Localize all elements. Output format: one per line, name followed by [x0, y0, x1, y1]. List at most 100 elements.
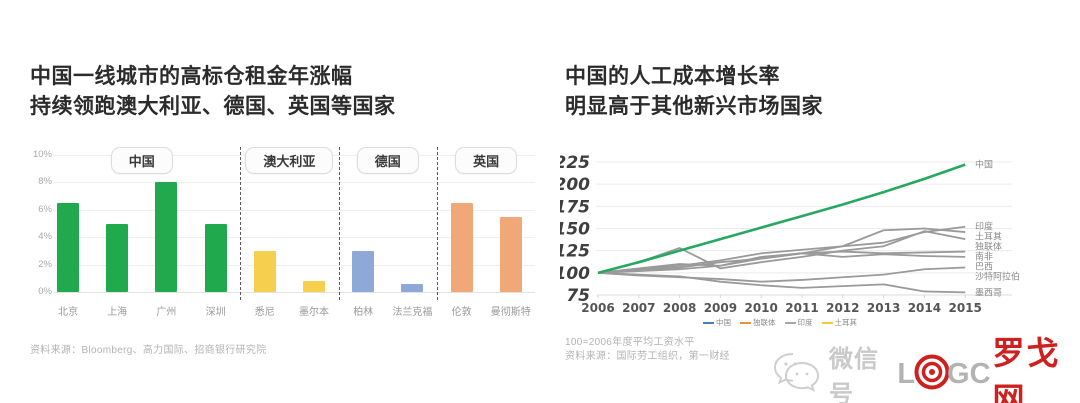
- y-tick-label: 100: [560, 264, 590, 284]
- legend-swatch: [740, 321, 751, 324]
- legend-label: 中国: [716, 318, 731, 327]
- x-axis-label: 2010: [744, 301, 777, 315]
- series-end-label: 沙特阿拉伯: [975, 271, 1020, 282]
- bar: [303, 281, 325, 292]
- legend-label: 独联体: [753, 318, 776, 327]
- legend-item: 土耳其: [821, 317, 858, 328]
- series-end-label: 土耳其: [975, 231, 1002, 242]
- bar: [57, 202, 79, 292]
- bar: [106, 223, 129, 292]
- x-axis-label: 2014: [908, 301, 941, 315]
- series-line-墨西哥: [597, 271, 966, 294]
- legend-swatch: [784, 321, 796, 324]
- x-axis-label: 深圳: [205, 307, 226, 318]
- x-axis-label: 上海: [107, 307, 128, 318]
- group-separator: [338, 147, 340, 300]
- x-axis-label: 2009: [704, 301, 737, 315]
- bar: [155, 182, 178, 292]
- y-tick-label: 6%: [38, 203, 52, 215]
- series-line-巴西: [597, 252, 966, 274]
- labor-chart-title-line2: 明显高于其他新兴市场国家: [565, 95, 823, 118]
- group-separator: [437, 147, 438, 300]
- bar: [352, 250, 375, 292]
- series-end-label: 南非: [975, 251, 993, 262]
- y-tick-label: 10%: [32, 149, 52, 160]
- legend-swatch: [703, 321, 714, 324]
- legend-label: 印度: [797, 318, 813, 327]
- wechat-account-label: 微信号: [829, 346, 879, 403]
- grid-line: [54, 209, 535, 211]
- brand-name: 罗戈网: [992, 335, 1061, 403]
- legend-label: 土耳其: [834, 318, 858, 327]
- x-axis-label: 悉尼: [254, 307, 275, 318]
- x-axis-label: 柏林: [353, 307, 374, 318]
- series-line-印度: [597, 225, 966, 274]
- x-axis-label: 2013: [867, 301, 900, 315]
- x-axis-label: 2012: [826, 301, 859, 315]
- x-axis-label: 曼彻斯特: [490, 307, 531, 318]
- x-axis-label: 广州: [156, 307, 177, 318]
- rent-chart-source: 资料来源：Bloomberg、高力国际、招商银行研究院: [30, 345, 267, 356]
- legend-item: 中国: [703, 317, 731, 328]
- bar: [499, 216, 522, 292]
- rent-bar-chart: 10% 8% 6% 4% 2% 0% 北京 上海 广州 深圳 悉尼 墨尔本 柏林 法兰克福 伦敦 曼彻斯特 中国…: [28, 147, 535, 330]
- series-end-label: 中国: [975, 159, 993, 170]
- y-tick-label: 0%: [38, 286, 52, 297]
- line-chart-svg: 225200175 150125100752006 2007 2008 2009 2010…: [555, 153, 1021, 315]
- group-badge: 德国: [356, 147, 419, 174]
- legend-item: 印度: [784, 317, 813, 328]
- series-end-label: 印度: [975, 221, 993, 232]
- series-end-label: 墨西哥: [975, 287, 1002, 297]
- grid-line: [54, 292, 535, 293]
- y-tick-label: 175: [560, 197, 590, 217]
- x-axis-label: 2011: [785, 301, 818, 315]
- y-tick-label: 225: [560, 153, 590, 173]
- legend-swatch: [821, 321, 833, 324]
- watermark: 微信号 L GC 罗戈网: [773, 328, 1080, 403]
- rent-chart-title-line1: 中国一线城市的高标仓租金年涨幅: [30, 65, 353, 88]
- group-badge: 中国: [110, 147, 173, 174]
- rent-chart-title: 中国一线城市的高标仓租金年涨幅 持续领跑澳大利亚、德国、英国等国家: [30, 62, 396, 122]
- y-tick-label: 8%: [38, 176, 52, 188]
- x-axis-label: 墨尔本: [299, 307, 329, 318]
- group-badge: 澳大利亚: [245, 147, 334, 174]
- labor-line-chart: 225200175 150125100752006 2007 2008 2009 2010…: [555, 150, 1080, 328]
- bullseye-icon: [913, 353, 951, 396]
- group-separator: [240, 147, 242, 300]
- series-line-中国: [597, 163, 966, 275]
- x-axis-label: 法兰克福: [392, 307, 433, 318]
- labor-chart-title-line1: 中国的人工成本增长率: [565, 65, 780, 88]
- legend-item: 独联体: [740, 317, 776, 328]
- x-axis-label: 2008: [663, 301, 696, 315]
- y-tick-label: 125: [560, 242, 590, 262]
- x-axis-label: 2007: [622, 301, 655, 315]
- labor-chart-title: 中国的人工成本增长率 明显高于其他新兴市场国家: [565, 62, 823, 122]
- grid-line: [54, 182, 535, 184]
- series-end-label: 独联体: [975, 241, 1002, 252]
- y-tick-label: 200: [560, 175, 590, 195]
- labor-chart-baseline-note: 100=2006年度平均工资水平: [565, 337, 695, 348]
- rent-chart-title-line2: 持续领跑澳大利亚、德国、英国等国家: [30, 95, 396, 118]
- bar: [450, 202, 473, 292]
- y-tick-label: 4%: [38, 231, 52, 243]
- x-axis-label: 2006: [581, 301, 614, 315]
- labor-chart-source: 资料来源：国际劳工组织，第一财经: [565, 351, 730, 362]
- x-axis-label: 伦敦: [451, 307, 472, 318]
- wechat-icon: [773, 351, 823, 398]
- logo-letters-gc: GC: [947, 357, 991, 390]
- x-axis-label: 北京: [58, 307, 78, 318]
- grid-line: [54, 237, 535, 239]
- labor-chart-legend: 中国 独联体 印度 土耳其: [660, 317, 900, 328]
- x-axis-label: 2015: [948, 301, 981, 315]
- bar: [401, 283, 424, 292]
- grid-line: [54, 264, 535, 266]
- logo-letter-l: L: [897, 357, 916, 390]
- labor-chart-notes: 100=2006年度平均工资水平 资料来源：国际劳工组织，第一财经: [565, 336, 730, 364]
- bar: [204, 223, 227, 292]
- y-tick-label: 75: [566, 286, 590, 306]
- bar: [253, 250, 276, 292]
- series-end-label: 巴西: [975, 262, 993, 272]
- y-tick-label: 150: [560, 220, 590, 240]
- y-tick-label: 2%: [38, 258, 52, 270]
